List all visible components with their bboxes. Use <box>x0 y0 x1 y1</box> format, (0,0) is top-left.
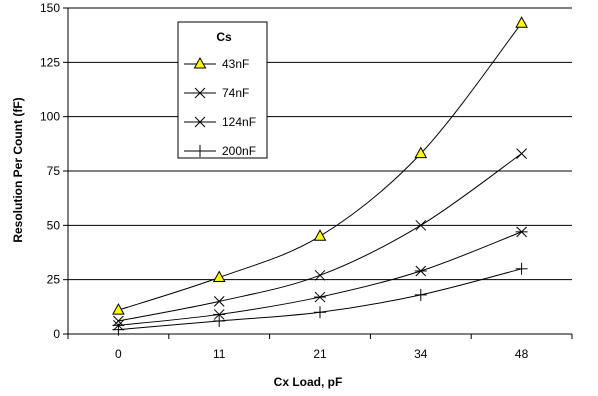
legend-entry: 200nF <box>184 144 256 158</box>
data-point-200nF-34 <box>414 288 427 301</box>
x-tick-label: 48 <box>515 347 529 361</box>
legend-marker <box>194 116 206 128</box>
data-point-74nF-48 <box>516 148 527 159</box>
x-tick-label: 21 <box>313 347 327 361</box>
axes <box>63 7 573 339</box>
legend: Cs 43nF 74nF 124nF 200nF <box>177 21 268 159</box>
y-tick-labels: 0 25 50 75 100 125 150 <box>40 1 60 341</box>
y-tick-label: 50 <box>47 218 61 232</box>
legend-title: Cs <box>216 30 232 44</box>
data-point-200nF-0 <box>112 323 125 336</box>
legend-marker <box>194 87 206 99</box>
data-point-74nF-0 <box>113 315 124 327</box>
legend-label: 74nF <box>222 86 249 100</box>
legend-label: 43nF <box>222 57 249 71</box>
data-point-124nF-48 <box>515 226 528 238</box>
x-tick-label: 11 <box>213 347 226 361</box>
data-point-43nF-34 <box>414 146 428 159</box>
legend-marker <box>194 145 206 157</box>
data-point-43nF-11 <box>212 270 226 282</box>
x-tick-label: 34 <box>414 347 428 361</box>
series-line-43nF <box>118 22 522 311</box>
x-tick-label: 0 <box>115 347 122 361</box>
data-point-43nF-0 <box>112 303 125 315</box>
data-point-124nF-21 <box>314 291 326 303</box>
legend-label: 124nF <box>222 115 256 129</box>
y-tick-label: 75 <box>47 164 61 178</box>
data-point-200nF-21 <box>314 306 326 319</box>
y-tick-label: 150 <box>40 1 60 15</box>
x-tick-labels: 0 11 21 34 48 <box>115 347 529 361</box>
legend-marker <box>193 56 207 69</box>
legend-entry: 43nF <box>184 56 249 71</box>
legend-label: 200nF <box>222 144 256 158</box>
legend-entry: 74nF <box>184 86 249 100</box>
data-point-74nF-11 <box>213 296 225 307</box>
data-point-124nF-11 <box>213 309 226 320</box>
legend-box <box>177 21 268 159</box>
y-tick-label: 125 <box>40 55 60 69</box>
y-tick-label: 25 <box>47 273 61 287</box>
data-point-43nF-48 <box>515 16 528 28</box>
gridlines <box>68 7 572 281</box>
data-point-200nF-48 <box>515 262 528 275</box>
series-markers <box>112 16 528 336</box>
data-point-200nF-11 <box>213 314 226 327</box>
data-point-124nF-34 <box>414 265 427 277</box>
data-point-74nF-21 <box>314 269 326 281</box>
y-tick-label: 100 <box>40 110 60 124</box>
y-axis-title: Resolution Per Count (fF) <box>11 97 25 242</box>
y-tick-label: 0 <box>53 327 60 341</box>
data-point-43nF-21 <box>313 229 327 241</box>
legend-entry: 124nF <box>184 115 256 129</box>
x-axis-title: Cx Load, pF <box>274 375 343 389</box>
data-point-74nF-34 <box>415 219 427 231</box>
